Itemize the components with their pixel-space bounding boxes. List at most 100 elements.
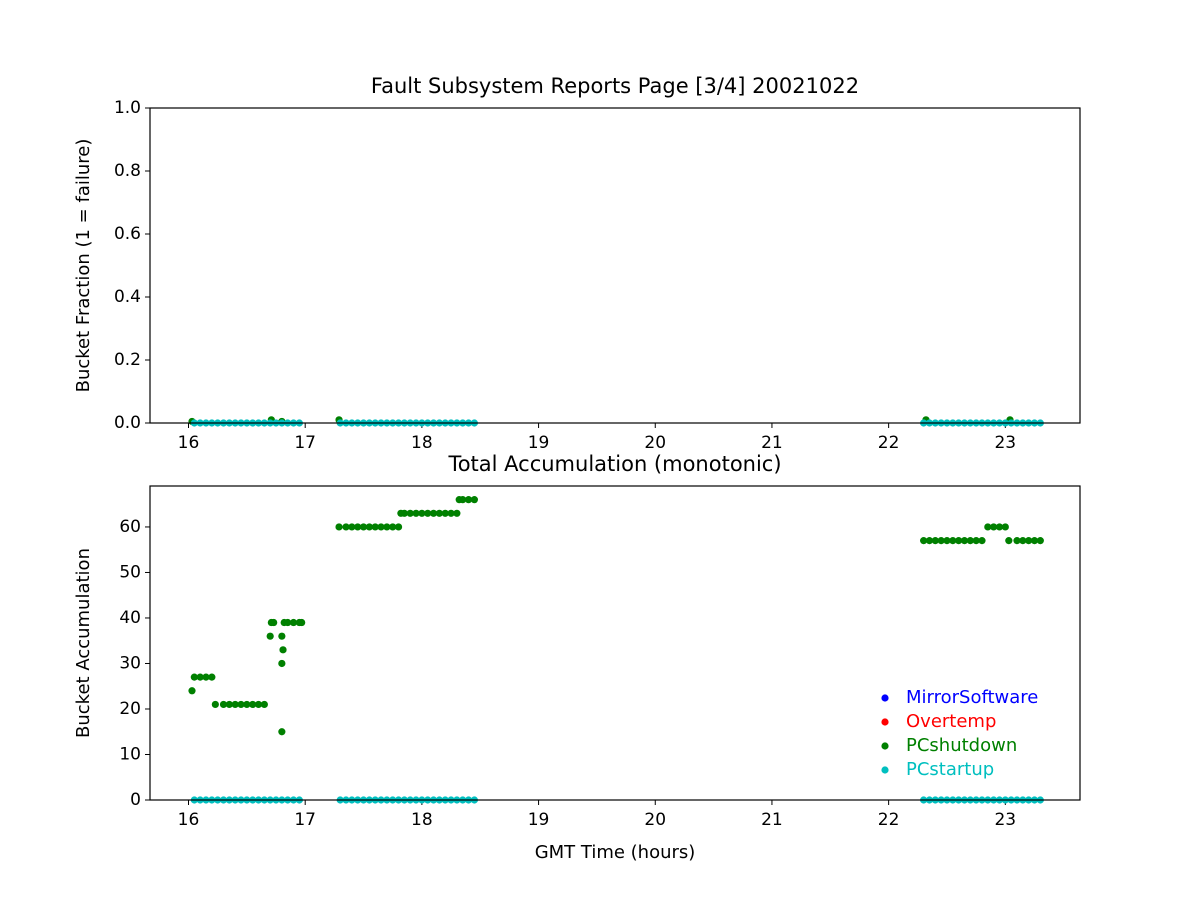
- x-tick-label: 21: [761, 433, 783, 453]
- y-tick-label: 30: [119, 653, 141, 673]
- x-tick-label: 22: [878, 433, 900, 453]
- legend-label: PCshutdown: [906, 735, 1017, 756]
- chart-title: Fault Subsystem Reports Page [3/4] 20021…: [371, 74, 859, 98]
- axes-frame: [149, 485, 1081, 801]
- data-point: [955, 537, 963, 545]
- y-tick-label: 0: [130, 790, 141, 810]
- data-point: [1001, 523, 1009, 531]
- legend: MirrorSoftware Overtemp PCshutdown PCstartu…: [881, 687, 1038, 780]
- data-point: [389, 523, 397, 531]
- data-point: [270, 618, 278, 627]
- y-tick-label: 0.6: [114, 224, 141, 244]
- subplot: Fault Subsystem Reports Page [3/4] 20021…: [73, 74, 1081, 453]
- data-point: [219, 700, 228, 709]
- y-tick-label: 40: [119, 608, 141, 628]
- data-point: [354, 523, 362, 531]
- data-point: [202, 673, 210, 681]
- x-tick-label: 22: [878, 810, 900, 830]
- data-point: [394, 523, 403, 531]
- legend-label: MirrorSoftware: [906, 687, 1038, 708]
- legend-label: PCstartup: [906, 759, 994, 780]
- data-point: [925, 537, 934, 545]
- data-point: [278, 632, 286, 640]
- x-tick-label: 16: [178, 810, 200, 830]
- x-tick-label: 23: [994, 433, 1016, 453]
- data-point: [237, 700, 245, 709]
- data-point: [1019, 537, 1027, 545]
- legend-marker: [881, 694, 889, 702]
- data-point: [960, 537, 969, 545]
- data-point: [995, 523, 1004, 531]
- y-tick-label: 50: [119, 562, 141, 582]
- data-point: [289, 618, 298, 627]
- data-point: [342, 523, 350, 531]
- data-point: [418, 509, 426, 517]
- data-point: [383, 523, 391, 531]
- data-point: [208, 673, 216, 681]
- data-point: [260, 700, 268, 709]
- x-tick-label: 20: [644, 433, 666, 453]
- data-point: [243, 700, 251, 709]
- data-point: [949, 537, 957, 545]
- data-point: [371, 523, 379, 531]
- data-point: [441, 509, 449, 517]
- data-point: [377, 523, 385, 531]
- data-point: [931, 537, 939, 545]
- x-tick-label: 18: [411, 433, 433, 453]
- data-point: [249, 700, 257, 709]
- y-axis-label: Bucket Accumulation: [73, 548, 94, 738]
- x-tick-label: 23: [994, 810, 1016, 830]
- chart-title: Total Accumulation (monotonic): [447, 452, 781, 476]
- data-point: [278, 728, 286, 736]
- data-point: [254, 700, 263, 709]
- y-tick-label: 0.2: [114, 350, 141, 370]
- data-point: [1030, 537, 1039, 545]
- legend-marker: [881, 718, 889, 726]
- data-point: [188, 687, 196, 695]
- x-axis-label: GMT Time (hours): [535, 842, 696, 863]
- data-point: [429, 509, 438, 517]
- data-point: [943, 537, 951, 545]
- y-tick-label: 60: [119, 517, 141, 537]
- x-tick-label: 18: [411, 810, 433, 830]
- data-point: [211, 700, 219, 709]
- y-tick-label: 0.0: [114, 413, 141, 433]
- x-tick-label: 20: [644, 810, 666, 830]
- y-tick-label: 0.4: [114, 287, 141, 307]
- data-point: [984, 523, 992, 531]
- data-point: [1036, 537, 1044, 545]
- data-point: [990, 523, 998, 531]
- data-point: [225, 700, 233, 709]
- data-point: [298, 618, 306, 627]
- data-point: [1025, 537, 1033, 545]
- legend-label: Overtemp: [906, 711, 996, 732]
- y-axis-label: Bucket Fraction (1 = failure): [73, 139, 94, 393]
- data-point: [453, 509, 461, 517]
- axes-frame: [149, 107, 1081, 424]
- data-point: [412, 509, 420, 517]
- y-tick-label: 0.8: [114, 161, 141, 181]
- data-point: [972, 537, 980, 545]
- data-point: [400, 509, 408, 517]
- data-point: [966, 537, 974, 545]
- x-tick-label: 19: [528, 810, 550, 830]
- data-point: [359, 523, 368, 531]
- x-tick-label: 17: [294, 433, 316, 453]
- data-point: [470, 496, 478, 504]
- data-point: [190, 673, 198, 681]
- data-point: [937, 537, 945, 545]
- x-tick-label: 16: [178, 433, 200, 453]
- data-point: [196, 673, 204, 681]
- data-point: [424, 509, 432, 517]
- legend-marker: [881, 766, 889, 774]
- subplot: Total Accumulation (monotonic) Bucket Acc…: [73, 452, 1081, 863]
- data-point: [464, 496, 473, 504]
- data-point: [348, 523, 356, 531]
- data-point: [279, 646, 287, 654]
- data-point: [978, 537, 986, 545]
- x-tick-label: 19: [528, 433, 550, 453]
- y-tick-label: 20: [119, 699, 141, 719]
- data-point: [920, 537, 928, 545]
- x-tick-label: 21: [761, 810, 783, 830]
